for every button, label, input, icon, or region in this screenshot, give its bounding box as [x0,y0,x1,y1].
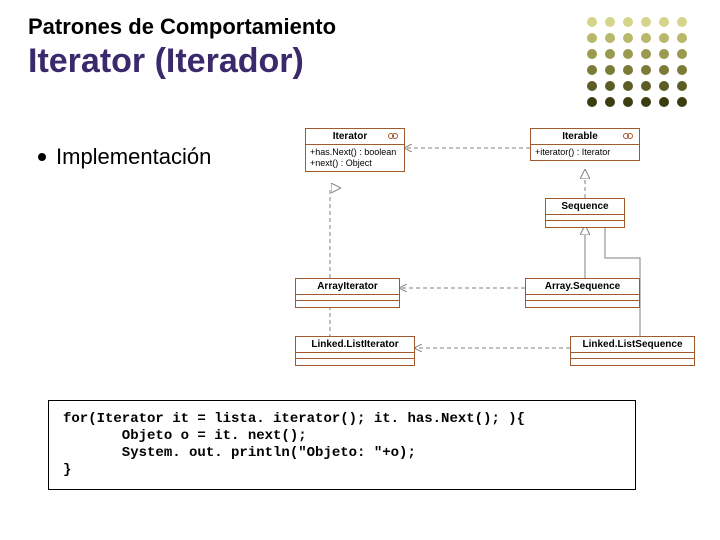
uml-empty-section [546,221,624,227]
uml-empty-section [296,359,414,365]
uml-array-sequence: Array.Sequence [525,278,640,308]
uml-array-iterator: ArrayIterator [295,278,400,308]
uml-class-label: Iterable [562,131,598,142]
code-sample: for(Iterator it = lista. iterator(); it.… [48,400,636,490]
bullet-text: Implementación [56,144,211,170]
uml-empty-section [296,301,399,307]
interface-icon [388,132,398,140]
uml-linkedlist-iterator-title: Linked.ListIterator [296,337,414,353]
uml-empty-section [571,359,694,365]
decoration-dots [584,14,694,114]
uml-linkedlist-sequence-title: Linked.ListSequence [571,337,694,353]
uml-class-label: Iterator [333,131,367,142]
uml-linkedlist-iterator: Linked.ListIterator [295,336,415,366]
uml-array-sequence-title: Array.Sequence [526,279,639,295]
uml-diagram: Iterator +has.Next() : boolean +next() :… [275,128,695,368]
slide-title: Iterator (Iterador) [28,42,304,81]
bullet-dot-icon [38,153,46,161]
code-line: for(Iterator it = lista. iterator(); it.… [63,411,525,427]
uml-iterator-ops: +has.Next() : boolean +next() : Object [306,145,404,171]
uml-linkedlist-sequence: Linked.ListSequence [570,336,695,366]
uml-iterator-title: Iterator [306,129,404,145]
uml-array-iterator-title: ArrayIterator [296,279,399,295]
uml-sequence-title: Sequence [546,199,624,215]
uml-iterable-ops: +iterator() : Iterator [531,145,639,160]
uml-iterable: Iterable +iterator() : Iterator [530,128,640,161]
uml-sequence: Sequence [545,198,625,228]
slide-subtitle: Patrones de Comportamiento [28,14,336,40]
uml-empty-section [526,301,639,307]
bullet-item: Implementación [38,144,211,170]
interface-icon [623,132,633,140]
code-line: System. out. println("Objeto: "+o); [63,445,416,461]
uml-iterable-title: Iterable [531,129,639,145]
uml-iterator: Iterator +has.Next() : boolean +next() :… [305,128,405,172]
code-line: Objeto o = it. next(); [63,428,307,444]
code-line: } [63,462,71,478]
